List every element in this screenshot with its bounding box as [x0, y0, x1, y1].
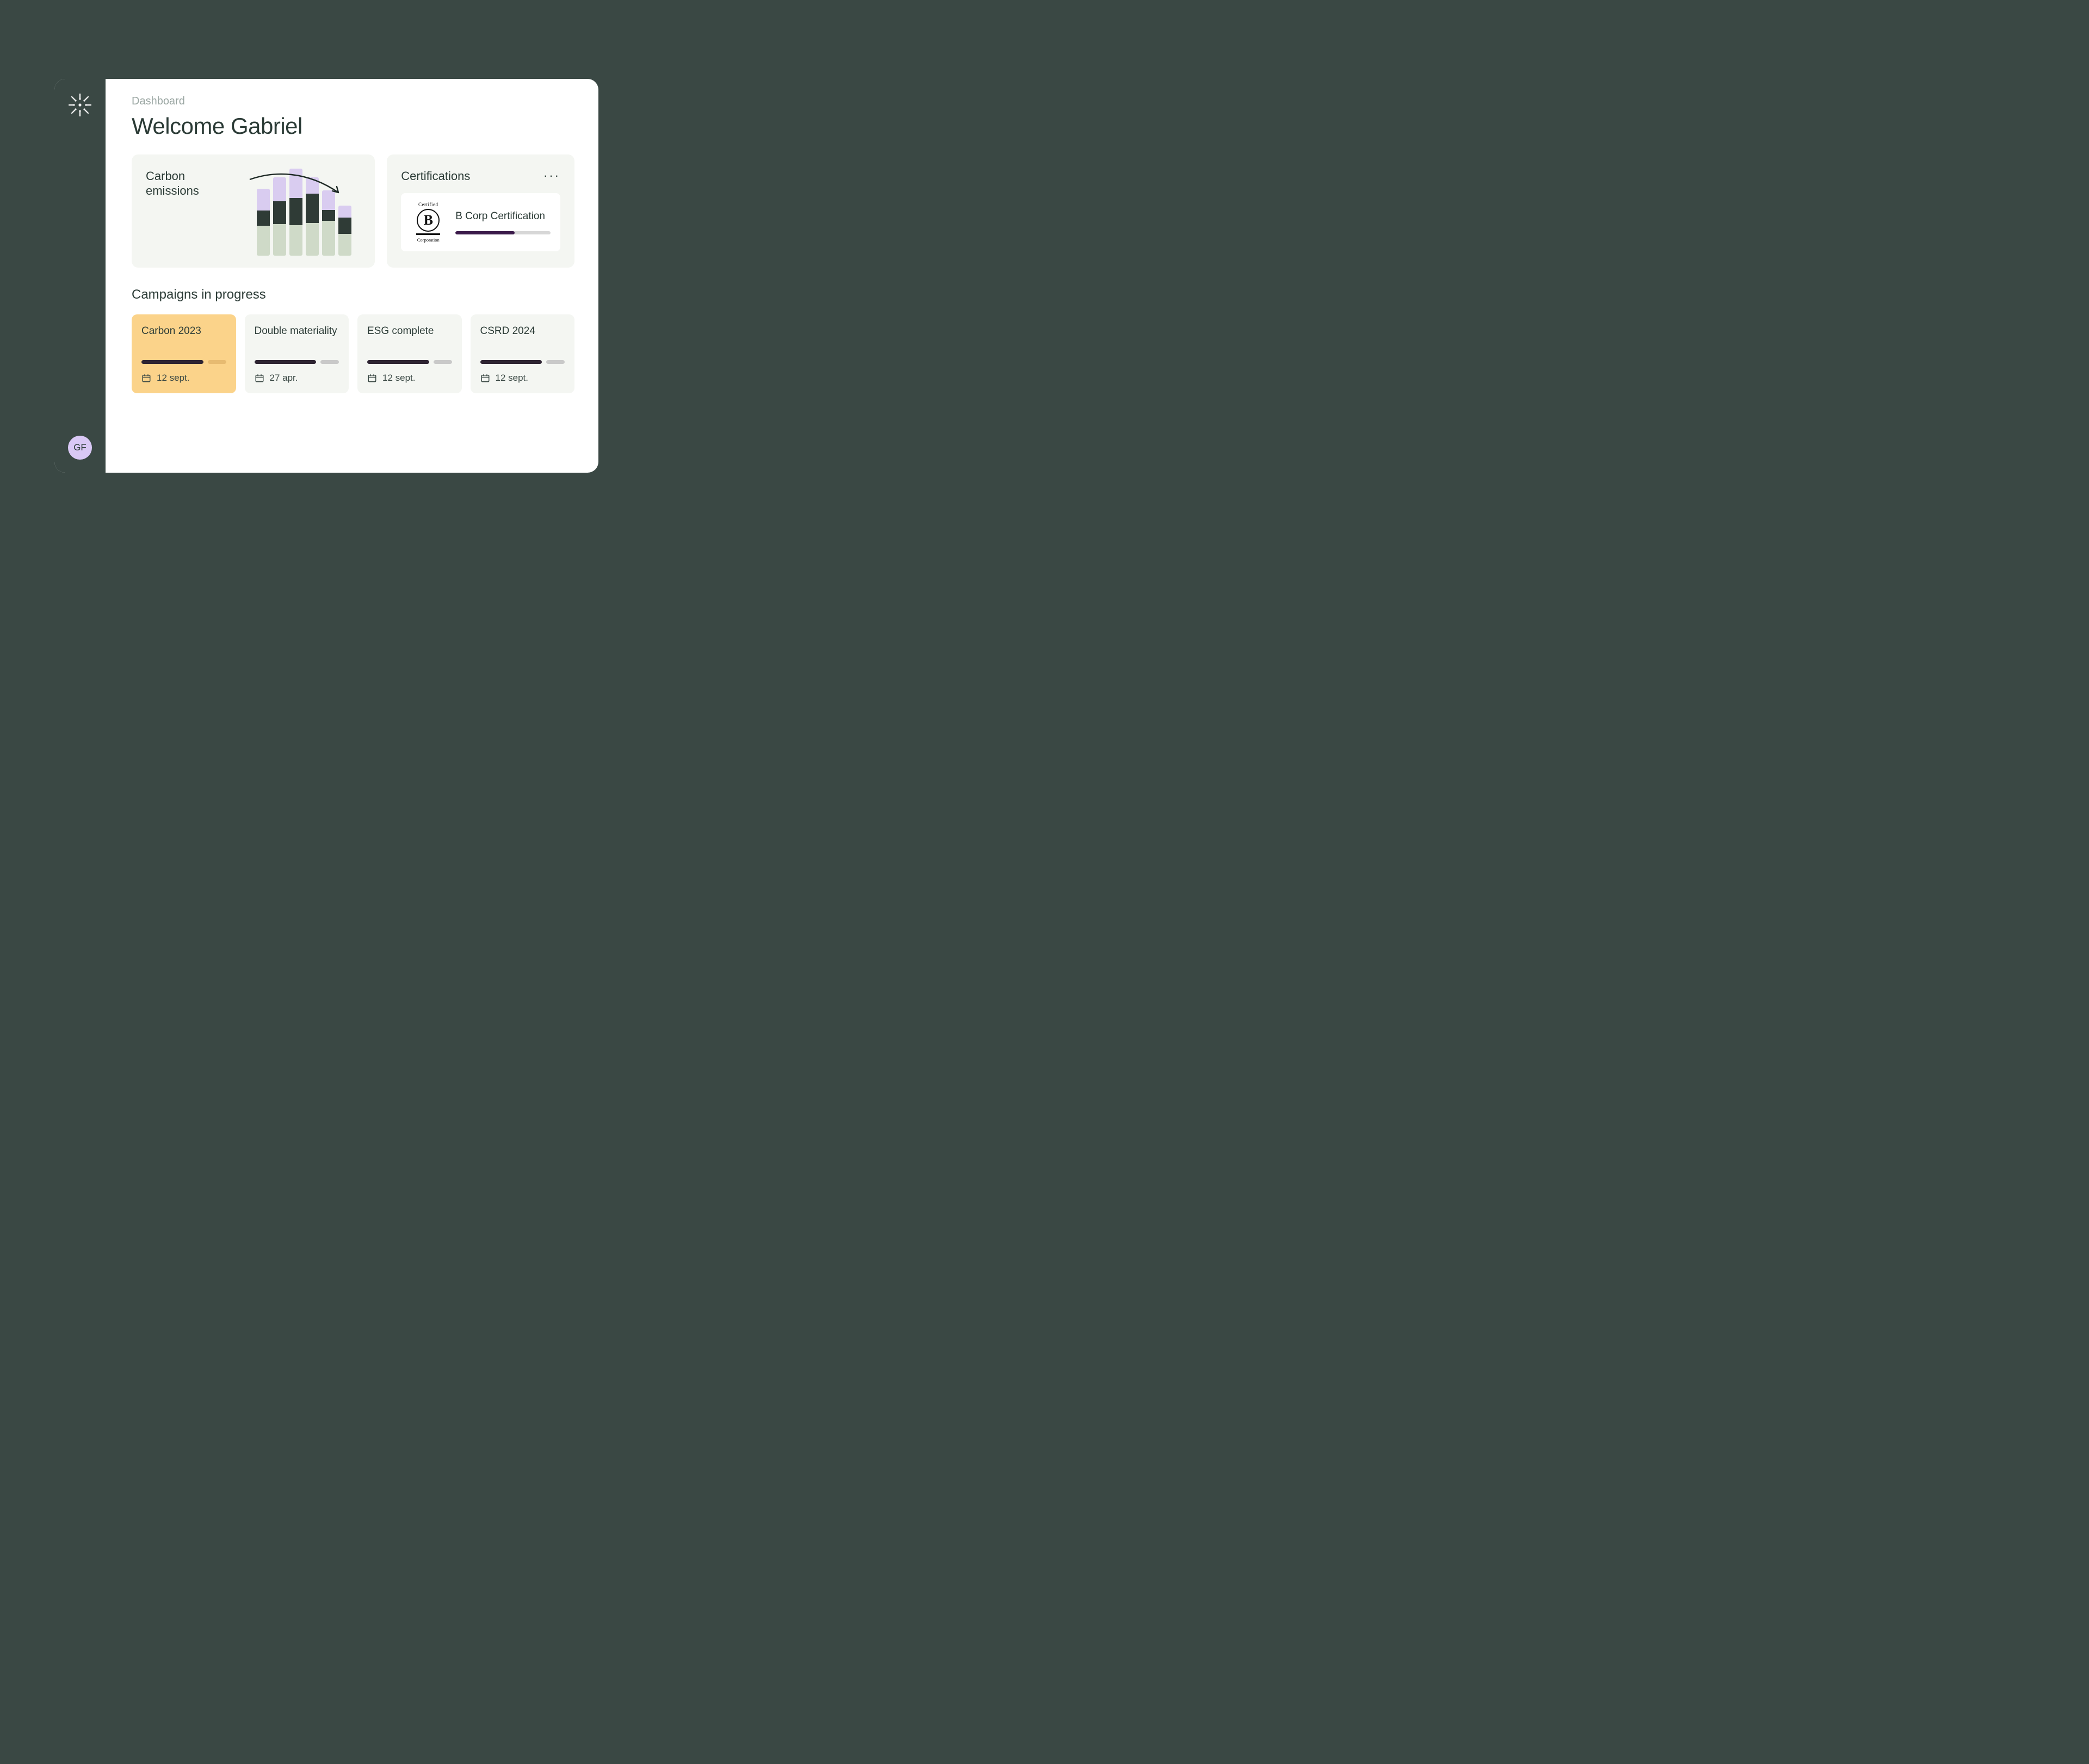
bcorp-badge-icon: Certified B Corporation: [411, 202, 446, 243]
campaigns-list: Carbon 2023 12 sept. Double materiality 27 …: [132, 314, 574, 393]
campaign-date: 27 apr.: [255, 373, 339, 383]
campaign-date-text: 12 sept.: [496, 373, 529, 383]
calendar-icon: [480, 373, 490, 383]
campaign-date: 12 sept.: [367, 373, 452, 383]
campaign-card[interactable]: Carbon 2023 12 sept.: [132, 314, 236, 393]
emissions-title: Carbon emissions: [146, 169, 236, 199]
chart-bar: [338, 206, 351, 256]
user-avatar[interactable]: GF: [68, 436, 92, 460]
campaign-title: CSRD 2024: [480, 325, 565, 354]
campaign-title: Carbon 2023: [141, 325, 226, 354]
campaign-date: 12 sept.: [480, 373, 565, 383]
chart-bar: [322, 190, 335, 256]
badge-bottom-text: Corporation: [417, 237, 440, 243]
emissions-chart: [247, 169, 361, 256]
calendar-icon: [255, 373, 264, 383]
certification-progress-fill: [455, 231, 514, 234]
app-logo-icon[interactable]: [67, 92, 93, 118]
campaign-progress: [255, 360, 339, 364]
campaign-title: ESG complete: [367, 325, 452, 354]
summary-tiles: Carbon emissions Certifications ···: [132, 154, 574, 268]
campaign-title: Double materiality: [255, 325, 339, 354]
campaign-card[interactable]: ESG complete 12 sept.: [357, 314, 462, 393]
certifications-title: Certifications: [401, 169, 470, 184]
breadcrumb: Dashboard: [132, 95, 574, 108]
badge-top-text: Certified: [418, 202, 438, 207]
page-title: Welcome Gabriel: [132, 113, 574, 139]
campaigns-heading: Campaigns in progress: [132, 287, 574, 302]
app-window: GF Dashboard Welcome Gabriel Carbon emis…: [54, 79, 598, 473]
campaign-progress: [480, 360, 565, 364]
avatar-initials: GF: [73, 442, 86, 453]
more-icon[interactable]: ···: [543, 169, 560, 183]
main-content: Dashboard Welcome Gabriel Carbon emissio…: [106, 79, 598, 473]
campaign-card[interactable]: CSRD 2024 12 sept.: [471, 314, 575, 393]
campaign-progress: [367, 360, 452, 364]
certification-label: B Corp Certification: [455, 210, 551, 223]
calendar-icon: [141, 373, 151, 383]
sidebar: GF: [54, 79, 106, 473]
badge-letter: B: [417, 209, 440, 232]
emissions-tile[interactable]: Carbon emissions: [132, 154, 375, 268]
campaign-date-text: 12 sept.: [157, 373, 190, 383]
trend-arrow-icon: [247, 168, 345, 200]
certification-progress: [455, 231, 551, 234]
certifications-tile[interactable]: Certifications ··· Certified B Corporati…: [387, 154, 574, 268]
campaign-date-text: 12 sept.: [382, 373, 416, 383]
calendar-icon: [367, 373, 377, 383]
certification-card[interactable]: Certified B Corporation B Corp Certifica…: [401, 193, 560, 251]
campaign-progress: [141, 360, 226, 364]
campaign-date-text: 27 apr.: [270, 373, 298, 383]
campaign-date: 12 sept.: [141, 373, 226, 383]
campaign-card[interactable]: Double materiality 27 apr.: [245, 314, 349, 393]
